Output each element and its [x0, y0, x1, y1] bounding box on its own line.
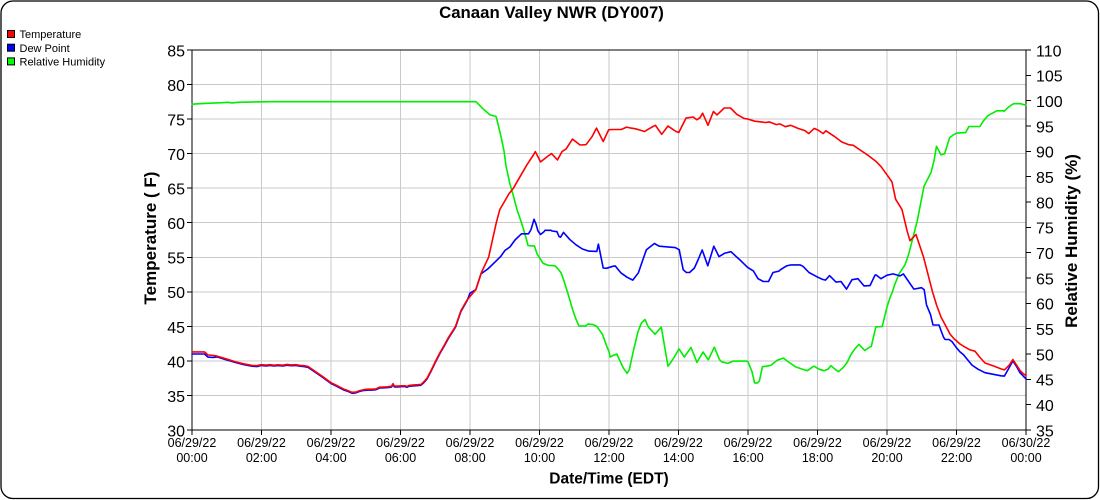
- svg-text:Relative Humidity: Relative Humidity: [20, 57, 106, 69]
- svg-text:06/29/22: 06/29/22: [307, 436, 356, 450]
- svg-text:60: 60: [1036, 297, 1054, 314]
- svg-text:16:00: 16:00: [732, 451, 763, 465]
- svg-text:70: 70: [1036, 246, 1054, 263]
- svg-text:105: 105: [1036, 69, 1063, 86]
- svg-text:40: 40: [167, 354, 185, 371]
- svg-text:85: 85: [1036, 170, 1054, 187]
- svg-text:30: 30: [167, 423, 185, 440]
- svg-text:00:00: 00:00: [1010, 451, 1041, 465]
- svg-text:06/29/22: 06/29/22: [168, 436, 217, 450]
- svg-text:80: 80: [1036, 195, 1054, 212]
- svg-text:06/29/22: 06/29/22: [446, 436, 495, 450]
- svg-text:35: 35: [1036, 423, 1054, 440]
- svg-text:45: 45: [167, 320, 185, 337]
- svg-text:06/29/22: 06/29/22: [237, 436, 286, 450]
- svg-text:40: 40: [1036, 398, 1054, 415]
- svg-text:22:00: 22:00: [941, 451, 972, 465]
- svg-text:50: 50: [1036, 347, 1054, 364]
- svg-text:70: 70: [167, 147, 185, 164]
- svg-text:60: 60: [167, 216, 185, 233]
- svg-text:06/30/22: 06/30/22: [1002, 436, 1051, 450]
- svg-text:10:00: 10:00: [524, 451, 555, 465]
- svg-text:06/29/22: 06/29/22: [793, 436, 842, 450]
- svg-text:65: 65: [1036, 271, 1054, 288]
- svg-text:75: 75: [1036, 221, 1054, 238]
- svg-text:55: 55: [167, 251, 185, 268]
- svg-text:06/29/22: 06/29/22: [863, 436, 912, 450]
- svg-text:06/29/22: 06/29/22: [654, 436, 703, 450]
- svg-text:02:00: 02:00: [246, 451, 277, 465]
- svg-text:06/29/22: 06/29/22: [376, 436, 425, 450]
- svg-text:75: 75: [167, 113, 185, 130]
- svg-text:20:00: 20:00: [871, 451, 902, 465]
- svg-text:45: 45: [1036, 373, 1054, 390]
- svg-text:18:00: 18:00: [802, 451, 833, 465]
- svg-text:80: 80: [167, 78, 185, 95]
- svg-text:Temperature: Temperature: [20, 29, 82, 41]
- svg-text:Date/Time (EDT): Date/Time (EDT): [549, 471, 668, 488]
- svg-text:Relative Humidity (%): Relative Humidity (%): [1062, 154, 1081, 328]
- svg-text:Canaan Valley NWR (DY007): Canaan Valley NWR (DY007): [439, 3, 664, 22]
- svg-text:00:00: 00:00: [176, 451, 207, 465]
- svg-text:04:00: 04:00: [315, 451, 346, 465]
- svg-text:110: 110: [1036, 43, 1062, 60]
- svg-text:14:00: 14:00: [663, 451, 694, 465]
- svg-text:95: 95: [1036, 119, 1054, 136]
- svg-text:50: 50: [167, 285, 185, 302]
- svg-text:35: 35: [167, 389, 185, 406]
- svg-text:08:00: 08:00: [454, 451, 485, 465]
- svg-text:65: 65: [167, 182, 185, 199]
- svg-text:85: 85: [167, 43, 185, 60]
- svg-text:Temperature ( F): Temperature ( F): [141, 172, 160, 305]
- svg-text:06/29/22: 06/29/22: [585, 436, 634, 450]
- svg-text:06:00: 06:00: [385, 451, 416, 465]
- svg-text:100: 100: [1036, 94, 1063, 111]
- svg-text:Dew Point: Dew Point: [20, 43, 70, 55]
- svg-text:06/29/22: 06/29/22: [932, 436, 981, 450]
- svg-text:06/29/22: 06/29/22: [515, 436, 564, 450]
- svg-text:90: 90: [1036, 145, 1054, 162]
- svg-text:55: 55: [1036, 322, 1054, 339]
- svg-text:06/29/22: 06/29/22: [724, 436, 773, 450]
- svg-text:12:00: 12:00: [593, 451, 624, 465]
